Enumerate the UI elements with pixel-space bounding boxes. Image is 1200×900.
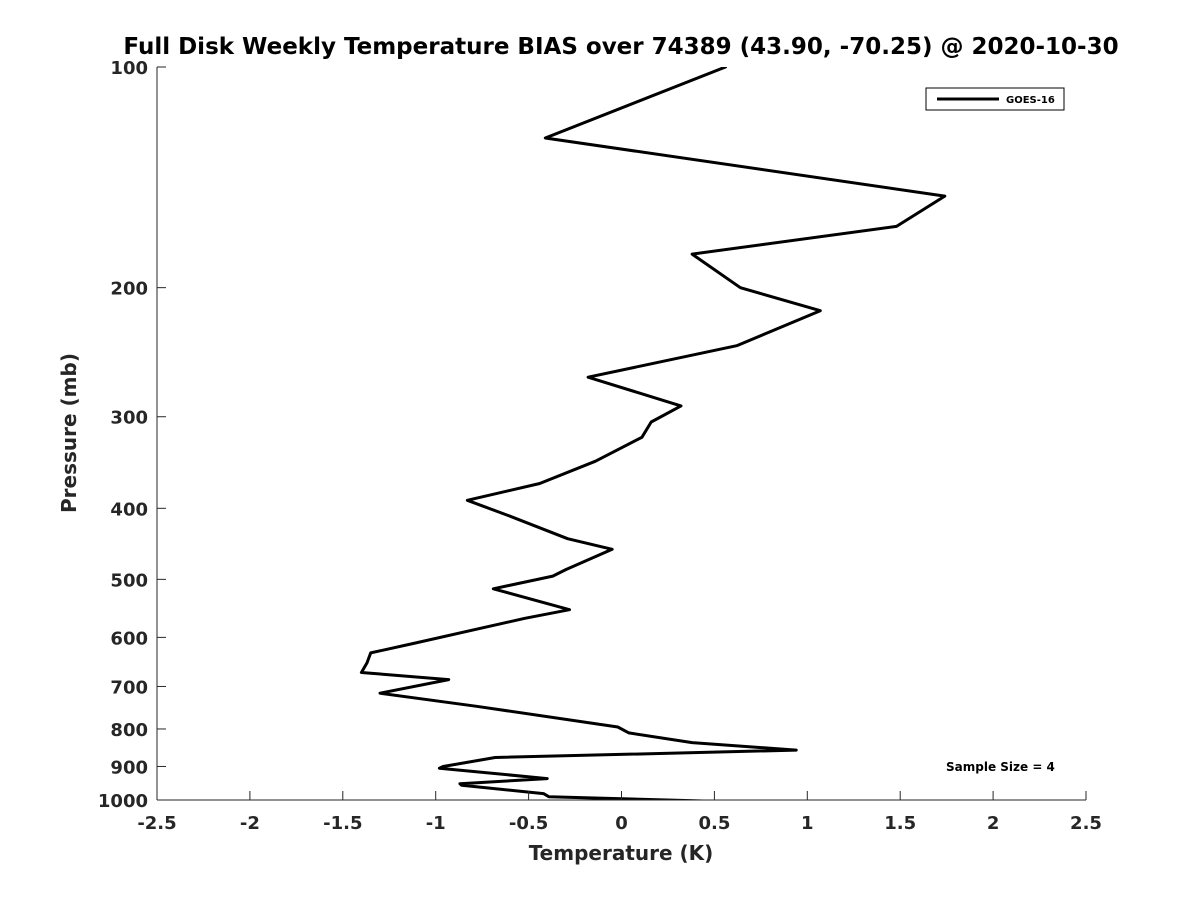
x-tick-label: -2 bbox=[240, 813, 260, 834]
legend: GOES-16 bbox=[925, 87, 1065, 111]
y-tick-label: 1000 bbox=[98, 791, 148, 812]
x-tick-label: -2.5 bbox=[137, 813, 176, 834]
y-axis-label: Pressure (mb) bbox=[57, 353, 81, 513]
sample-size-annotation: Sample Size = 4 bbox=[946, 760, 1055, 774]
x-tick-label: 1.5 bbox=[884, 813, 916, 834]
chart-title: Full Disk Weekly Temperature BIAS over 7… bbox=[123, 34, 1118, 60]
y-tick-label: 500 bbox=[110, 570, 148, 591]
x-tick-label: 2.5 bbox=[1070, 813, 1102, 834]
x-tick-label: -0.5 bbox=[509, 813, 548, 834]
x-tick-label: -1 bbox=[426, 813, 446, 834]
y-tick-label: 200 bbox=[110, 279, 148, 300]
x-tick-label: -1.5 bbox=[323, 813, 362, 834]
y-tick-label: 300 bbox=[110, 408, 148, 429]
x-tick-label: 0 bbox=[615, 813, 628, 834]
y-tick-label: 400 bbox=[110, 499, 148, 520]
y-tick-label: 900 bbox=[110, 757, 148, 778]
x-tick-label: 2 bbox=[987, 813, 1000, 834]
x-tick-label: 0.5 bbox=[698, 813, 730, 834]
series-line-goes16 bbox=[359, 67, 947, 800]
y-tick-label: 600 bbox=[110, 628, 148, 649]
y-tick-label: 700 bbox=[110, 677, 148, 698]
x-axis-label: Temperature (K) bbox=[529, 841, 714, 865]
y-tick-label: 800 bbox=[110, 720, 148, 741]
legend-entry-goes16: GOES-16 bbox=[1006, 95, 1055, 106]
y-tick-label: 100 bbox=[110, 58, 148, 79]
x-tick-label: 1 bbox=[801, 813, 814, 834]
